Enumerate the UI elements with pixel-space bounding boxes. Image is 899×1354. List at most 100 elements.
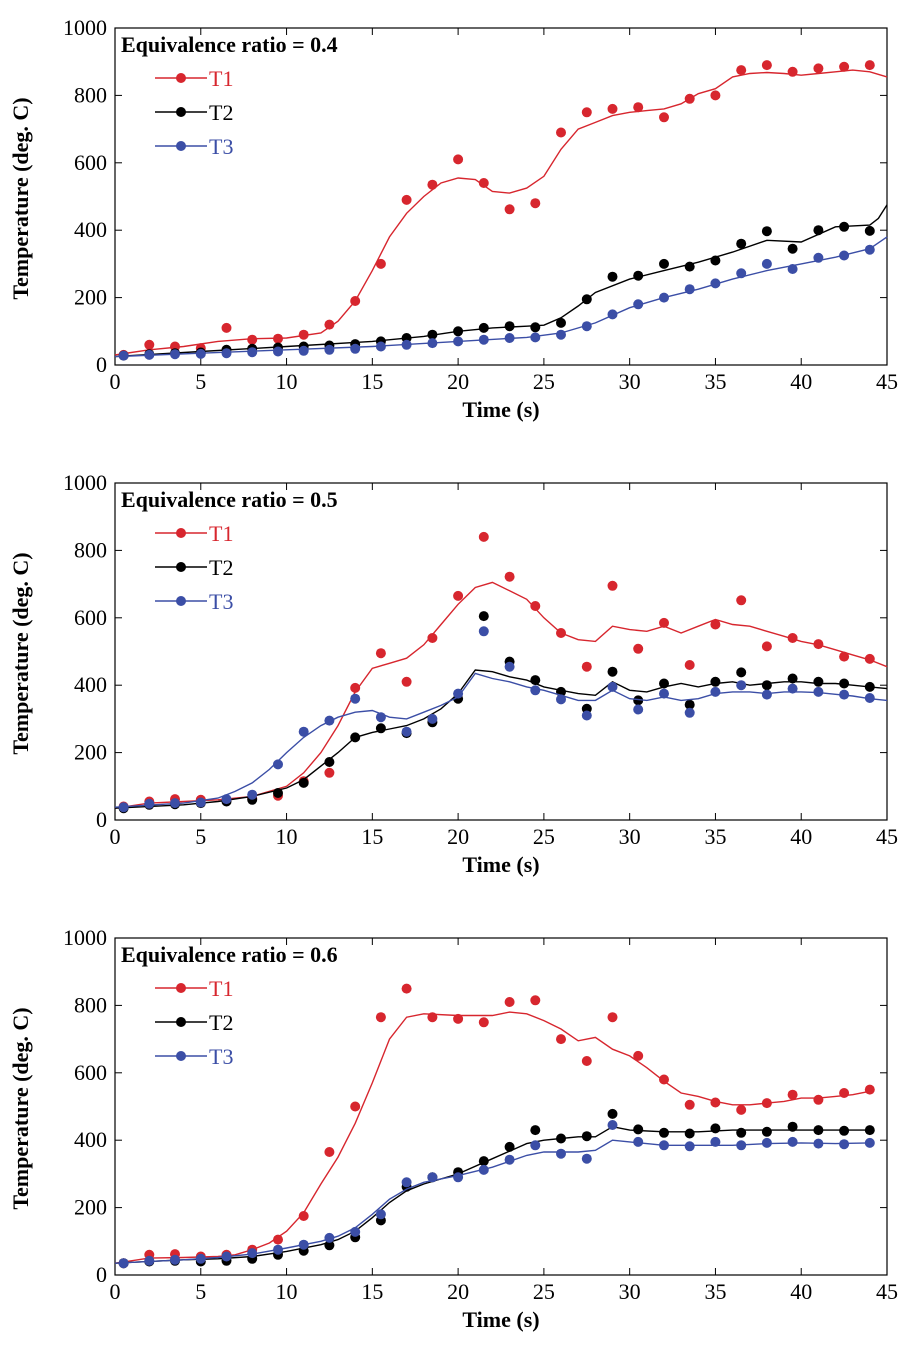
y-tick-label: 0 (96, 807, 107, 832)
chart-panel-2: 0 5 10 15 20 25 30 35 40 45 0 200 400 600 800 1000 Time … (0, 455, 899, 899)
data-point-t2 (710, 676, 721, 687)
data-point-t3 (736, 268, 747, 279)
data-point-t3 (350, 343, 361, 354)
data-point-t3 (607, 1120, 618, 1130)
data-point-t1 (144, 339, 155, 350)
y-tick-label: 1000 (63, 15, 107, 40)
y-tick-label: 1000 (63, 470, 107, 495)
data-point-t1 (324, 1147, 335, 1157)
data-point-t3 (478, 1164, 489, 1175)
data-point-t3 (427, 338, 438, 349)
legend-label-t1: T1 (209, 66, 233, 91)
y-axis-label: Temperature (deg. C) (8, 552, 33, 754)
data-point-t1 (633, 1050, 644, 1061)
data-point-t3 (324, 1232, 335, 1243)
data-point-t1 (273, 333, 283, 344)
data-point-t2 (710, 255, 721, 266)
y-axis-label: Temperature (deg. C) (8, 97, 33, 299)
data-point-t2 (478, 1156, 489, 1167)
data-point-t3 (401, 1177, 412, 1188)
data-point-t3 (530, 685, 541, 696)
data-point-t3 (684, 284, 695, 295)
data-point-t3 (504, 1154, 515, 1165)
data-point-t1 (427, 633, 438, 643)
data-point-t1 (504, 571, 515, 582)
y-tick-label: 600 (74, 605, 107, 630)
data-point-t1 (864, 60, 875, 71)
y-tick-label: 400 (74, 1127, 107, 1152)
y-tick-label: 800 (74, 992, 107, 1017)
y-tick-label: 200 (74, 740, 107, 765)
data-point-t3 (453, 688, 464, 699)
data-point-t3 (839, 689, 850, 700)
data-point-t3 (581, 710, 592, 721)
data-point-t3 (375, 1209, 386, 1220)
data-point-t3 (659, 292, 669, 303)
x-tick-label: 0 (110, 824, 121, 849)
chart-title: Equivalence ratio = 0.4 (121, 32, 338, 57)
data-point-t2 (839, 678, 850, 689)
data-point-t2 (298, 777, 309, 788)
data-point-t3 (813, 686, 824, 697)
legend-label-t3: T3 (209, 134, 233, 159)
data-point-t2 (684, 699, 695, 710)
data-point-t1 (607, 1012, 618, 1023)
legend-marker-t2 (176, 562, 186, 572)
data-point-t3 (556, 1148, 566, 1159)
x-tick-label: 25 (533, 824, 555, 849)
data-point-t1 (504, 997, 515, 1007)
data-point-t3 (787, 1136, 798, 1147)
x-tick-label: 45 (876, 1279, 898, 1304)
data-point-t1 (298, 1211, 309, 1221)
y-tick-label: 600 (74, 1060, 107, 1085)
data-point-t1 (684, 1099, 695, 1110)
data-point-t3 (684, 1141, 695, 1152)
data-point-t3 (247, 347, 258, 358)
data-point-t3 (221, 348, 232, 359)
data-point-t3 (761, 258, 772, 269)
data-point-t2 (607, 1108, 618, 1119)
data-point-t2 (427, 329, 438, 340)
data-point-t3 (350, 1226, 361, 1237)
data-point-t3 (375, 712, 386, 723)
data-point-t3 (813, 252, 824, 263)
data-point-t2 (864, 225, 875, 236)
data-point-t2 (736, 1127, 747, 1138)
data-point-t2 (478, 322, 489, 333)
data-point-t2 (659, 678, 669, 689)
x-tick-label: 45 (876, 824, 898, 849)
data-point-t3 (504, 333, 515, 343)
data-point-t1 (324, 767, 335, 778)
data-point-t1 (504, 204, 515, 215)
chart-svg-3: 0 5 10 15 20 25 30 35 40 45 0 200 400 600 800 1000 Time … (8, 925, 898, 1332)
data-point-t1 (839, 651, 850, 662)
legend-label-t3: T3 (209, 1044, 233, 1069)
data-point-t1 (659, 617, 669, 628)
x-tick-label: 45 (876, 369, 898, 394)
legend-label-t2: T2 (209, 100, 233, 125)
series-line-t1 (114, 581, 888, 809)
data-point-t2 (478, 611, 489, 622)
data-point-t3 (839, 250, 850, 261)
data-point-t3 (813, 1138, 824, 1149)
data-point-t3 (761, 689, 772, 700)
data-point-t2 (453, 326, 464, 337)
x-tick-label: 15 (361, 369, 383, 394)
data-point-t2 (581, 1131, 592, 1142)
data-point-t1 (710, 619, 721, 630)
data-point-t2 (787, 673, 798, 684)
data-point-t2 (839, 221, 850, 232)
x-tick-label: 25 (533, 369, 555, 394)
data-point-t1 (813, 1094, 824, 1105)
data-point-t2 (787, 1121, 798, 1132)
data-point-t2 (659, 1127, 669, 1138)
data-point-t1 (247, 334, 258, 345)
data-point-t3 (427, 713, 438, 724)
data-point-t2 (607, 666, 618, 677)
x-axis-label: Time (s) (462, 1307, 539, 1332)
data-point-t1 (375, 258, 386, 269)
legend-label-t1: T1 (209, 521, 233, 546)
x-tick-label: 5 (195, 1279, 206, 1304)
data-point-t3 (581, 1153, 592, 1164)
data-point-t1 (401, 676, 412, 687)
